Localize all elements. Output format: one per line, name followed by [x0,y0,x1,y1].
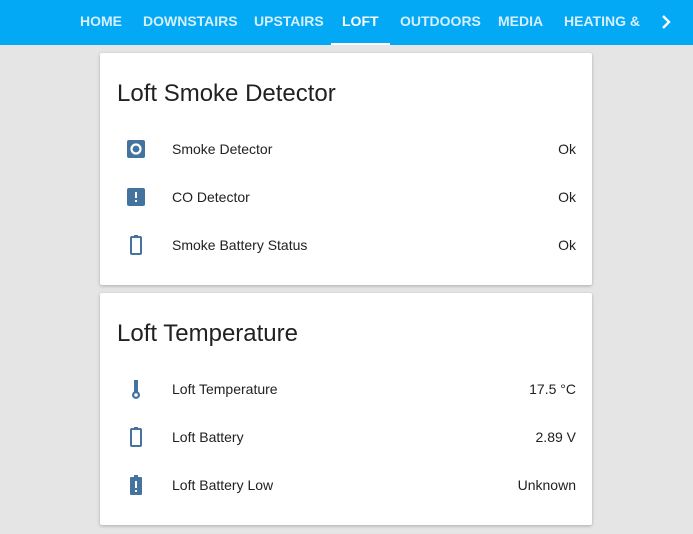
chevron-right-icon[interactable] [656,12,676,32]
entity-name: Loft Battery Low [172,477,274,493]
entity-state: Ok [558,237,576,253]
entity-name: CO Detector [172,189,250,205]
entity-row[interactable]: CO Detector Ok [100,173,592,221]
entity-name: Loft Temperature [172,381,278,397]
entity-row[interactable]: Loft Battery 2.89 V [100,413,592,461]
tab-upstairs[interactable]: Upstairs [254,13,324,29]
loft-smoke-detector-card: Loft Smoke Detector Smoke Detector Ok CO… [100,53,592,285]
entity-name: Smoke Detector [172,141,273,157]
entity-row[interactable]: Smoke Battery Status Ok [100,221,592,269]
tab-heating[interactable]: Heating & [564,13,640,29]
entity-state: Ok [558,141,576,157]
tab-outdoors[interactable]: Outdoors [400,13,481,29]
loft-temperature-card: Loft Temperature Loft Temperature 17.5 °… [100,293,592,525]
entity-row[interactable]: Smoke Detector Ok [100,125,592,173]
tab-home[interactable]: Home [80,13,122,29]
entity-state: 17.5 °C [529,381,576,397]
entity-name: Loft Battery [172,429,244,445]
card-title: Loft Smoke Detector [117,80,336,107]
entity-state: Unknown [517,477,576,493]
entity-name: Smoke Battery Status [172,237,308,253]
battery-icon [130,427,142,447]
smoke-detector-icon [127,140,145,158]
battery-alert-icon [130,475,142,495]
tab-loft[interactable]: Loft [331,0,389,45]
entity-state: 2.89 V [535,429,576,445]
tab-downstairs[interactable]: Downstairs [143,13,238,29]
tab-media[interactable]: Media [498,13,544,29]
thermometer-icon [132,380,140,399]
battery-icon [130,235,142,255]
entity-state: Ok [558,189,576,205]
entity-row[interactable]: Loft Temperature 17.5 °C [100,365,592,413]
entity-row[interactable]: Loft Battery Low Unknown [100,461,592,509]
card-title: Loft Temperature [117,320,298,347]
top-tab-bar: Home Downstairs Upstairs Loft Outdoors M… [0,0,693,45]
alert-box-icon [127,188,145,206]
